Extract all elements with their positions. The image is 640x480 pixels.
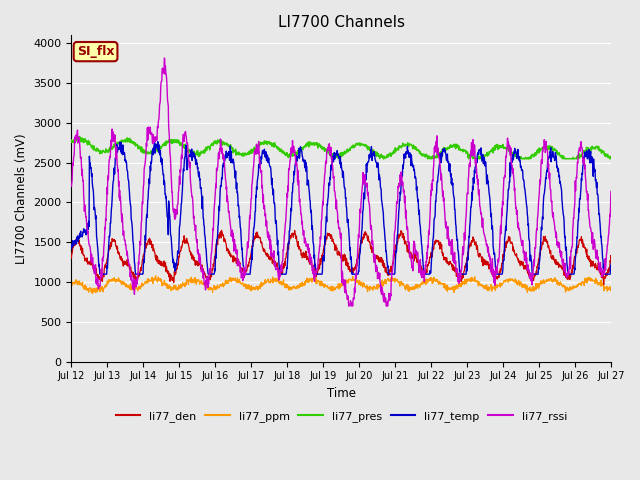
Legend: li77_den, li77_ppm, li77_pres, li77_temp, li77_rssi: li77_den, li77_ppm, li77_pres, li77_temp… — [111, 407, 572, 426]
Title: LI7700 Channels: LI7700 Channels — [278, 15, 405, 30]
X-axis label: Time: Time — [327, 387, 356, 400]
Text: SI_flx: SI_flx — [77, 45, 115, 58]
Y-axis label: LI7700 Channels (mV): LI7700 Channels (mV) — [15, 133, 28, 264]
